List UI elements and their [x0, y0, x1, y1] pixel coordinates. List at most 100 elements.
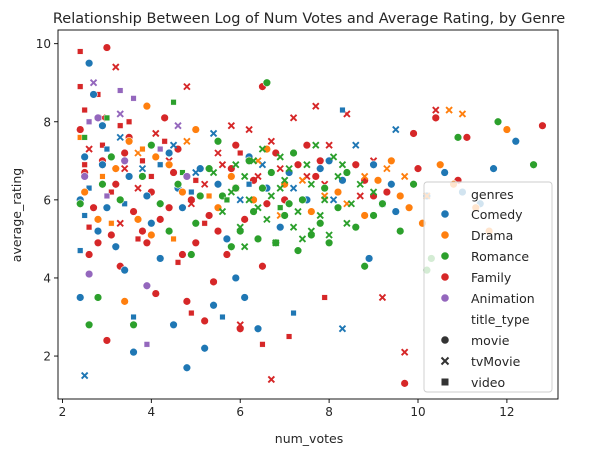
data-point-family-video	[126, 118, 133, 125]
data-point-comedy-video	[157, 161, 164, 168]
data-point-family-movie	[262, 199, 272, 208]
x-axis-label: num_votes	[275, 431, 343, 446]
data-point-comedy-movie	[253, 324, 263, 333]
data-point-animation-video	[117, 87, 124, 94]
data-point-family-tvmovie	[214, 149, 222, 157]
data-point-family-tvmovie	[312, 102, 320, 110]
data-point-romance-tvmovie	[249, 157, 258, 165]
data-point-romance-movie	[453, 133, 463, 142]
data-point-comedy-video	[77, 247, 84, 254]
data-point-drama-tvmovie	[445, 106, 453, 114]
chart-title: Relationship Between Log of Num Votes an…	[53, 11, 565, 27]
data-point-romance-movie	[129, 320, 138, 330]
data-point-drama-movie	[151, 152, 160, 162]
data-point-family-tvmovie	[112, 63, 120, 71]
data-point-drama-video	[108, 220, 115, 227]
y-axis: 2 4 6 8 10	[36, 37, 58, 364]
data-point-drama-tvmovie	[360, 172, 369, 181]
data-point-family-tvmovie	[245, 125, 253, 134]
data-point-romance-video	[103, 114, 110, 121]
data-point-comedy-movie	[440, 168, 449, 177]
data-point-family-movie	[160, 113, 169, 123]
data-point-drama-tvmovie	[383, 164, 391, 173]
data-point-comedy-video	[188, 189, 195, 196]
data-point-drama-movie	[387, 156, 396, 166]
data-point-comedy-movie	[147, 219, 156, 228]
points-layer	[76, 43, 547, 388]
data-point-family-movie	[209, 277, 218, 287]
legend-entry-family: Family	[440, 270, 512, 285]
data-point-romance-tvmovie	[276, 184, 284, 192]
data-point-romance-tvmovie	[356, 180, 364, 188]
data-point-drama-movie	[133, 215, 143, 224]
data-point-family-movie	[200, 316, 209, 326]
data-point-drama-movie	[404, 203, 414, 212]
data-point-drama-video	[206, 192, 213, 199]
data-point-romance-movie	[360, 262, 369, 271]
data-point-family-movie	[142, 238, 152, 248]
data-point-comedy-tvmovie	[392, 125, 400, 134]
data-point-romance-movie	[107, 152, 116, 162]
legend-family-marker	[440, 272, 450, 282]
data-point-comedy-video	[86, 185, 93, 192]
data-point-comedy-movie	[93, 226, 103, 236]
data-point-comedy-video	[130, 314, 137, 321]
data-point-drama-movie	[191, 125, 200, 134]
data-point-animation-tvmovie	[116, 110, 124, 118]
data-point-romance-movie	[173, 180, 183, 189]
data-point-animation-tvmovie	[89, 79, 98, 87]
data-point-family-movie	[156, 215, 165, 224]
data-point-family-movie	[182, 297, 192, 306]
data-point-family-video	[174, 259, 181, 266]
data-point-family-movie	[538, 121, 547, 130]
legend-entry-comedy: Comedy	[440, 207, 523, 222]
data-point-drama-movie	[333, 187, 343, 197]
x-tick-label: 6	[236, 405, 244, 419]
legend-entry-video: video	[441, 375, 505, 390]
data-point-comedy-tvmovie	[338, 325, 347, 333]
data-point-romance-tvmovie	[369, 188, 378, 196]
plot-frame	[57, 29, 559, 400]
data-point-family-movie	[178, 250, 187, 259]
legend-tvmovie-label: tvMovie	[471, 354, 521, 369]
x-tick-label: 12	[499, 405, 514, 419]
data-point-family-movie	[76, 125, 85, 134]
data-point-drama-movie	[502, 125, 512, 134]
x-tick-label: 2	[59, 405, 67, 419]
data-point-romance-movie	[293, 246, 303, 255]
data-point-family-tvmovie	[200, 180, 209, 188]
data-point-romance-tvmovie	[338, 161, 347, 169]
data-point-drama-tvmovie	[458, 110, 467, 118]
data-point-drama-video	[170, 235, 177, 242]
legend-hue-title: genres	[471, 187, 514, 202]
legend-entry-romance: Romance	[440, 249, 529, 264]
data-point-romance-tvmovie	[312, 141, 320, 149]
data-point-romance-video	[223, 196, 230, 203]
data-point-family-video	[139, 157, 146, 164]
data-point-comedy-movie	[489, 164, 498, 173]
data-point-romance-tvmovie	[347, 200, 356, 208]
data-point-drama-video	[99, 173, 106, 180]
data-point-family-movie	[111, 180, 120, 189]
data-point-drama-tvmovie	[183, 137, 191, 145]
data-point-comedy-movie	[364, 254, 374, 263]
data-point-animation-video	[157, 146, 164, 153]
data-point-comedy-movie	[111, 242, 120, 251]
data-point-family-tvmovie	[120, 164, 129, 173]
data-point-family-tvmovie	[378, 293, 387, 302]
data-point-family-video	[81, 161, 88, 168]
data-point-family-video	[148, 173, 155, 180]
legend-entry-tvmovie: tvMovie	[440, 354, 521, 369]
data-point-romance-movie	[267, 168, 276, 177]
data-point-comedy-movie	[164, 148, 174, 158]
data-point-family-movie	[431, 113, 440, 123]
legend-comedy-label: Comedy	[471, 207, 523, 222]
data-point-comedy-movie	[84, 58, 94, 68]
y-tick-label: 10	[36, 37, 51, 51]
data-point-comedy-tvmovie	[192, 168, 200, 177]
y-tick-label: 2	[43, 350, 51, 364]
data-point-family-movie	[191, 238, 200, 248]
data-point-family-video	[188, 310, 195, 317]
data-point-drama-tvmovie	[400, 172, 409, 181]
data-point-romance-movie	[147, 140, 156, 150]
